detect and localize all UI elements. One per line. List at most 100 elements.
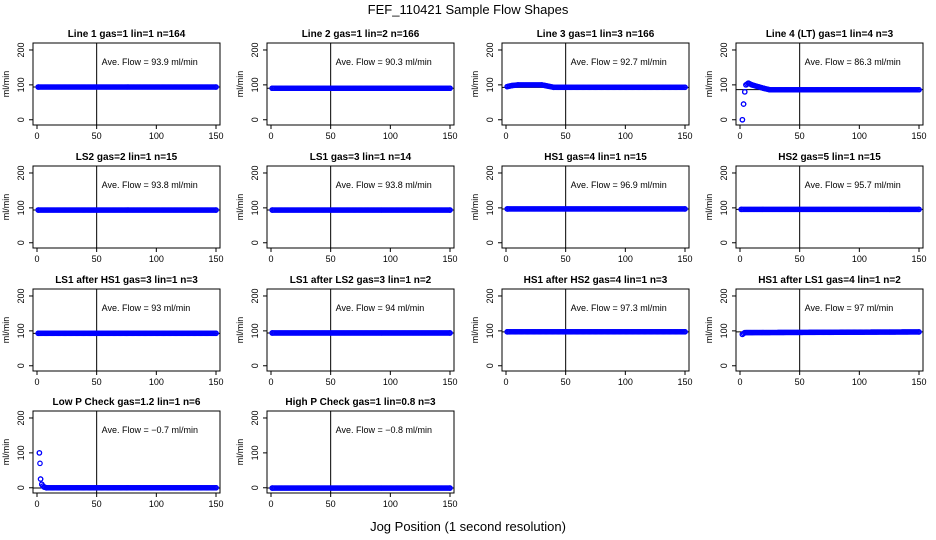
y-tick-label: 100 [250,323,260,338]
x-tick-label: 150 [442,377,457,387]
y-tick-label: 100 [485,77,495,92]
x-tick-label: 150 [208,254,223,264]
x-tick-label: 0 [268,254,273,264]
x-tick-label: 0 [503,254,508,264]
panel-title: LS1 after LS2 gas=3 lin=1 n=2 [290,275,432,286]
plot-frame [735,42,924,126]
x-tick-label: 0 [737,254,742,264]
x-tick-label: 100 [149,131,164,141]
y-tick-label: 0 [485,363,495,368]
x-tick-label: 100 [852,377,867,387]
y-tick-label: 200 [719,165,729,180]
x-tick-label: 50 [92,499,102,509]
x-tick-label: 50 [561,377,571,387]
x-tick-label: 100 [383,254,398,264]
y-tick-label: 0 [250,117,260,122]
data-points [739,80,922,123]
data-point [682,329,688,335]
x-tick-label: 100 [618,131,633,141]
average-flow-annotation: Ave. Flow = 97.3 ml/min [571,303,667,313]
x-tick-label: 150 [677,254,692,264]
y-tick-label: 200 [16,42,26,57]
y-tick-label: 0 [719,363,729,368]
y-tick-label: 200 [485,42,495,57]
data-points [269,85,453,92]
y-tick-label: 100 [250,445,260,460]
x-tick-label: 150 [442,131,457,141]
plot-frame [32,165,221,249]
y-axis-label: ml/min [704,317,714,344]
data-point [739,116,746,123]
plot-frame [501,288,690,372]
panel-title: Line 1 gas=1 lin=1 n=164 [68,29,186,40]
y-tick-label: 100 [719,200,729,215]
data-point [740,101,747,107]
data-point [682,84,688,91]
x-tick-label: 100 [149,254,164,264]
chart-panel-6: LS1 gas=3 lin=1 n=14 0 50 100 150 0 100 200 ml/m… [235,152,458,264]
average-flow-annotation: Ave. Flow = 90.3 ml/min [336,57,432,67]
figure-title: FEF_110421 Sample Flow Shapes [367,2,569,17]
data-point [447,207,453,213]
x-tick-label: 0 [34,254,39,264]
y-tick-label: 100 [250,200,260,215]
x-tick-label: 100 [852,254,867,264]
x-tick-label: 100 [383,377,398,387]
data-points [504,206,688,212]
y-tick-label: 0 [485,240,495,245]
chart-panel-4: Line 4 (LT) gas=1 lin=4 n=3 0 50 100 150 0 100… [704,29,927,141]
x-tick-label: 50 [326,377,336,387]
y-axis-label: ml/min [235,194,245,221]
x-tick-label: 100 [618,254,633,264]
plot-frame [266,165,455,249]
x-tick-label: 0 [268,377,273,387]
y-axis-label: ml/min [704,71,714,98]
x-tick-label: 0 [737,131,742,141]
x-tick-label: 150 [208,499,223,509]
y-axis-label: ml/min [470,317,480,344]
x-tick-label: 150 [911,131,926,141]
plot-frame [266,410,455,494]
x-tick-label: 0 [34,131,39,141]
plot-frame [501,42,690,126]
average-flow-annotation: Ave. Flow = 93.8 ml/min [102,180,198,190]
x-tick-label: 100 [149,377,164,387]
data-points [504,329,688,335]
x-tick-label: 150 [911,377,926,387]
y-tick-label: 0 [250,240,260,245]
average-flow-annotation: Ave. Flow = −0.8 ml/min [336,425,432,435]
plot-frame [735,165,924,249]
average-flow-annotation: Ave. Flow = −0.7 ml/min [102,425,198,435]
panel-title: HS1 after HS2 gas=4 lin=1 n=3 [524,275,668,286]
y-axis-label: ml/min [1,317,11,344]
plot-frame [32,288,221,372]
y-tick-label: 100 [719,77,729,92]
y-tick-label: 100 [16,323,26,338]
x-tick-label: 100 [852,131,867,141]
panel-title: HS1 after LS1 gas=4 lin=1 n=2 [758,275,901,286]
chart-panel-8: HS2 gas=5 lin=1 n=15 0 50 100 150 0 100 200 ml/m… [704,152,927,264]
y-tick-label: 200 [485,165,495,180]
x-tick-label: 50 [561,131,571,141]
y-tick-label: 0 [16,363,26,368]
y-tick-label: 0 [250,363,260,368]
data-points [739,329,922,338]
data-points [35,207,219,213]
data-point [741,89,748,95]
y-tick-label: 0 [485,117,495,122]
panel-title: Line 2 gas=1 lin=2 n=166 [302,29,420,40]
x-tick-label: 0 [268,131,273,141]
average-flow-annotation: Ave. Flow = 93.8 ml/min [336,180,432,190]
data-points [504,82,688,91]
data-point [682,206,688,212]
chart-panel-11: HS1 after HS2 gas=4 lin=1 n=3 0 50 100 150 0 1… [470,275,693,387]
data-points [269,330,453,336]
y-axis-label: ml/min [470,71,480,98]
y-tick-label: 0 [719,240,729,245]
x-tick-label: 150 [911,254,926,264]
y-tick-label: 200 [250,42,260,57]
data-point [213,207,219,213]
x-tick-label: 50 [326,499,336,509]
x-tick-label: 150 [677,131,692,141]
x-tick-label: 0 [503,377,508,387]
